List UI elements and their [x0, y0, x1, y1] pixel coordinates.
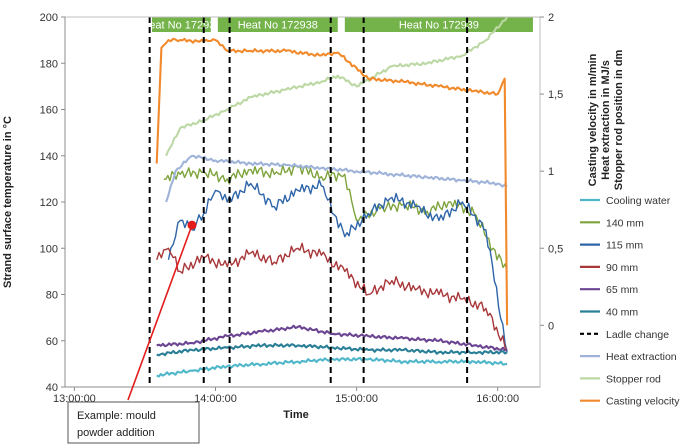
y-left-tick-label-200: 200	[40, 12, 58, 24]
y-axis-right-title-line-2: Heat extraction in MJ/s	[600, 60, 612, 180]
y-left-tick-label-120: 120	[40, 197, 58, 209]
heat-band-label-3: Heat No 172939	[399, 20, 479, 32]
legend-label-115-mm: 115 mm	[606, 240, 643, 252]
series-line-115-mm	[167, 179, 508, 353]
series-line-stopper-rod	[165, 16, 508, 157]
annotation-box	[67, 401, 200, 444]
heat-band-label-2: Heat No 172938	[238, 20, 318, 32]
series-line-cooling-water	[156, 356, 508, 378]
y-left-tick-label-60: 60	[46, 336, 58, 348]
axis-layer: 40608010012014016018020000,511,5213:00:0…	[40, 12, 564, 405]
y-left-tick-label-180: 180	[40, 58, 58, 70]
legend-label-ladle-change: Ladle change	[606, 329, 669, 341]
series-line-90-mm	[156, 242, 508, 351]
y-axis-right-title-line-3: Stopper rod position in dm	[613, 50, 625, 191]
legend: Cooling water 140 mm 115 mm 90 mm 65 mm 40 mm…	[580, 195, 680, 408]
series-line-65-mm	[156, 324, 508, 352]
legend-label-40-mm: 40 mm	[606, 307, 638, 319]
y-axis-left-title: Strand surface temperature in °C	[2, 116, 14, 288]
legend-label-65-mm: 65 mm	[606, 284, 638, 296]
y-right-tick-label-1: 1	[548, 166, 554, 178]
annotation-pointer	[127, 224, 193, 401]
y-right-tick-label-0-5: 0,5	[548, 243, 563, 255]
y-left-tick-label-80: 80	[46, 290, 58, 302]
series-line-140-mm	[163, 164, 508, 272]
series-layer	[155, 16, 509, 378]
y-left-tick-label-40: 40	[46, 382, 58, 394]
heat-band-1	[152, 17, 211, 32]
legend-label-90-mm: 90 mm	[606, 262, 638, 274]
y-right-tick-label-2: 2	[548, 12, 554, 24]
legend-label-stopper-rod: Stopper rod	[606, 373, 661, 385]
annotation-text-line-2: powder addition	[77, 427, 155, 439]
y-axis-right-title-line-1: Casting velocity in m/min	[587, 53, 599, 186]
annotation-marker	[187, 220, 197, 230]
y-left-tick-label-100: 100	[40, 243, 58, 255]
y-right-tick-label-0: 0	[548, 320, 554, 332]
series-line-casting-velocity	[155, 37, 509, 326]
series-line-40-mm	[156, 342, 508, 357]
heat-band-layer: Heat No 172937 Heat No 172938 Heat No 1729…	[141, 17, 533, 32]
heat-band-3	[344, 17, 533, 32]
y-left-tick-label-160: 160	[40, 105, 58, 117]
x-tick-label-15-00-00: 15:00:00	[335, 393, 378, 405]
legend-label-140-mm: 140 mm	[606, 217, 644, 229]
legend-label-heat-extraction: Heat extraction	[606, 351, 677, 363]
heat-band-label-1: Heat No 172937	[141, 20, 221, 32]
annotation-text-line-1: Example: mould	[77, 410, 156, 422]
y-right-tick-label-1-5: 1,5	[548, 89, 563, 101]
legend-label-cooling-water: Cooling water	[606, 195, 671, 207]
x-tick-label-14-00-00: 14:00:00	[194, 393, 237, 405]
x-tick-label-16-00-00: 16:00:00	[476, 393, 519, 405]
plot-frame	[64, 16, 541, 388]
y-left-tick-label-140: 140	[40, 151, 58, 163]
annotation: Example: mould powder addition	[67, 220, 200, 444]
series-line-heat-extraction	[165, 154, 508, 203]
ladle-change-layer	[148, 17, 469, 387]
x-axis-title: Time	[283, 409, 308, 421]
legend-label-casting-velocity: Casting velocity	[606, 396, 680, 408]
heat-band-2	[217, 17, 338, 32]
